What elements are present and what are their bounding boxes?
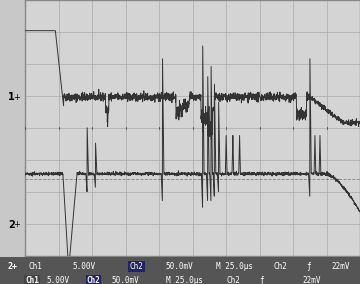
Text: Ch1: Ch1 bbox=[25, 275, 39, 284]
Text: +: + bbox=[13, 220, 20, 229]
Text: 1: 1 bbox=[8, 92, 15, 102]
Text: 5.00V: 5.00V bbox=[72, 262, 95, 271]
Text: Ch2: Ch2 bbox=[227, 275, 241, 284]
Text: 50.0mV: 50.0mV bbox=[112, 275, 139, 284]
Text: 2: 2 bbox=[8, 220, 15, 230]
Text: ƒ: ƒ bbox=[259, 275, 264, 284]
Text: Ch1: Ch1 bbox=[29, 262, 43, 271]
Text: 5.00V: 5.00V bbox=[47, 275, 70, 284]
Text: Ch2: Ch2 bbox=[130, 262, 144, 271]
Text: 22mV: 22mV bbox=[302, 275, 321, 284]
Text: M 25.0μs: M 25.0μs bbox=[216, 262, 253, 271]
Text: 22mV: 22mV bbox=[331, 262, 350, 271]
Text: 50.0mV: 50.0mV bbox=[166, 262, 193, 271]
Text: M 25.0μs: M 25.0μs bbox=[166, 275, 203, 284]
Text: 2+: 2+ bbox=[7, 262, 17, 271]
Text: Ch2: Ch2 bbox=[86, 275, 100, 284]
Text: Ch2: Ch2 bbox=[274, 262, 288, 271]
Text: +: + bbox=[13, 93, 20, 102]
Text: ƒ: ƒ bbox=[306, 262, 311, 271]
